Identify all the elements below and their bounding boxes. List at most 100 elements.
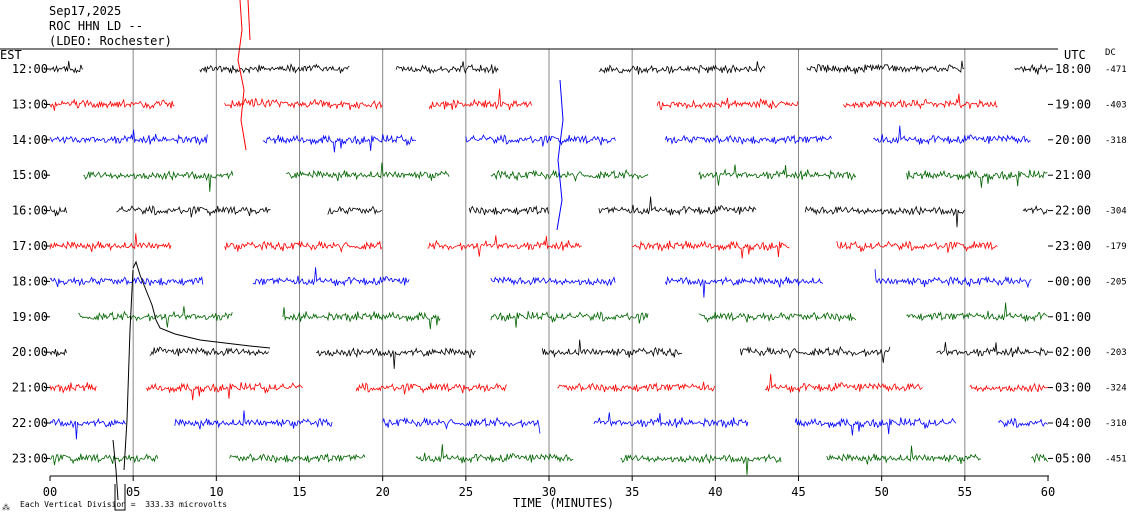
trace-2100-seg-4	[765, 373, 923, 393]
trace-1500-seg-3	[698, 164, 857, 186]
trace-1300-seg-4	[843, 93, 998, 110]
trace-1800-seg-2	[490, 276, 616, 287]
minute-gridlines	[132, 49, 966, 476]
est-label: 20:00	[12, 345, 48, 359]
network-label: (LDEO: Rochester)	[49, 34, 172, 48]
trace-1700-seg-3	[632, 240, 790, 259]
trace-2300-seg-0	[49, 453, 159, 466]
est-label: 15:00	[12, 168, 48, 182]
x-tick-label-20: 20	[375, 485, 389, 499]
est-hour-labels: 12:00 13:00 14:00 15:00 16:00 17:00 18:00 19:00…	[12, 62, 50, 465]
trace-2100-seg-0	[49, 382, 97, 394]
trace-1800-seg-1	[252, 267, 410, 287]
trace-1900-seg-1	[282, 307, 441, 330]
trace-1500-seg-4	[906, 169, 1048, 188]
trace-2300-seg-3	[620, 453, 782, 476]
trace-2200-seg-1	[174, 410, 333, 430]
x-tick-label-25: 25	[459, 485, 473, 499]
trace-2300-seg-5	[1031, 453, 1049, 464]
x-tick-label-45: 45	[791, 485, 805, 499]
utc-label: 05:00	[1055, 451, 1091, 465]
trace-1300-seg-0	[49, 98, 175, 111]
x-axis-ticks: 00 05 10 15 20 25 30 35 40 45 50 55 60	[43, 476, 1055, 499]
event-spike-30min	[556, 79, 564, 231]
est-label: 14:00	[12, 133, 48, 147]
plot-frame	[0, 48, 1058, 477]
trace-1200-seg-0	[49, 60, 84, 74]
trace-1200-seg-4	[806, 60, 965, 75]
dc-value: -451	[1105, 454, 1127, 464]
x-tick-label-05: 05	[126, 485, 140, 499]
trace-1400-seg-1	[262, 134, 417, 153]
trace-1300-seg-2	[428, 88, 532, 110]
trace-1400-seg-3	[665, 134, 832, 145]
x-tick-label-55: 55	[958, 485, 972, 499]
utc-hour-labels: 18:00 19:00 20:00 21:00 22:00 23:00 00:00 01:00…	[1048, 62, 1091, 465]
trace-2000-seg-3	[541, 339, 683, 358]
utc-label: 03:00	[1055, 381, 1091, 395]
est-label: 17:00	[12, 239, 48, 253]
utc-label: 22:00	[1055, 204, 1091, 218]
trace-1400-seg-0	[49, 129, 208, 146]
date-label: Sep17,2025	[49, 4, 122, 18]
utc-label: 21:00	[1055, 168, 1091, 182]
trace-2100-seg-3	[557, 381, 715, 393]
dc-value: -403	[1105, 100, 1127, 110]
event-trace-19h	[132, 260, 271, 349]
trace-1800-seg-4	[874, 269, 1032, 289]
trace-1600-seg-4	[598, 196, 757, 216]
est-label: 16:00	[12, 204, 48, 218]
trace-1700-seg-2	[427, 235, 582, 257]
event-spike-11min	[237, 0, 251, 151]
dc-value: -310	[1105, 419, 1127, 429]
trace-1200-seg-5	[1014, 63, 1049, 75]
trace-1600-seg-5	[804, 205, 966, 228]
x-tick-label-00: 00	[43, 485, 57, 499]
dc-value: -205	[1105, 277, 1127, 287]
utc-label: 04:00	[1055, 416, 1091, 430]
utc-label: 00:00	[1055, 274, 1091, 288]
trace-2300-seg-1	[229, 452, 366, 464]
trace-1400-seg-4	[873, 125, 1031, 145]
trace-1600-seg-3	[468, 205, 549, 216]
trace-1600-seg-6	[1022, 204, 1048, 215]
x-tick-label-60: 60	[1041, 485, 1055, 499]
trace-1600-seg-1	[116, 205, 271, 218]
trace-2000-seg-0	[49, 348, 67, 357]
trace-2000-seg-1	[149, 346, 269, 357]
utc-label: 01:00	[1055, 310, 1091, 324]
dc-title: DC	[1105, 48, 1116, 58]
dc-value: -318	[1105, 136, 1127, 146]
trace-2200-seg-5	[997, 417, 1048, 428]
trace-1700-seg-4	[836, 240, 998, 253]
dc-offset-labels: -471 -403 -318 -304 -179 -205 -203 -324 -310 -451	[1105, 65, 1127, 464]
scale-note: Each Vertical Division = 333.33 microvol…	[20, 500, 228, 509]
est-label: 18:00	[12, 274, 48, 288]
est-label: 23:00	[12, 451, 48, 465]
dc-value: -203	[1105, 348, 1127, 358]
scale-bar	[114, 484, 126, 511]
trace-1800-seg-0	[49, 275, 204, 288]
utc-label: 19:00	[1055, 97, 1091, 111]
trace-1500-seg-2	[490, 168, 649, 183]
trace-2100-seg-1	[146, 382, 303, 401]
utc-label: 02:00	[1055, 345, 1091, 359]
x-tick-label-15: 15	[292, 485, 306, 499]
trace-2000-seg-5	[936, 342, 1049, 357]
trace-2200-seg-0	[49, 417, 127, 440]
est-label: 13:00	[12, 97, 48, 111]
x-axis-title: TIME (MINUTES)	[513, 496, 615, 510]
utc-label: 18:00	[1055, 62, 1091, 76]
trace-1900-seg-3	[698, 311, 857, 323]
trace-1600-seg-2	[327, 205, 382, 216]
trace-2000-seg-4	[739, 345, 891, 363]
seismic-traces	[49, 0, 1049, 511]
utc-label: 23:00	[1055, 239, 1091, 253]
trace-2100-seg-5	[969, 382, 1049, 393]
trace-1200-seg-1	[199, 63, 350, 75]
dc-value: -324	[1105, 384, 1127, 394]
trace-1400-seg-2	[465, 134, 616, 147]
utc-label: 20:00	[1055, 133, 1091, 147]
x-tick-label-35: 35	[625, 485, 639, 499]
